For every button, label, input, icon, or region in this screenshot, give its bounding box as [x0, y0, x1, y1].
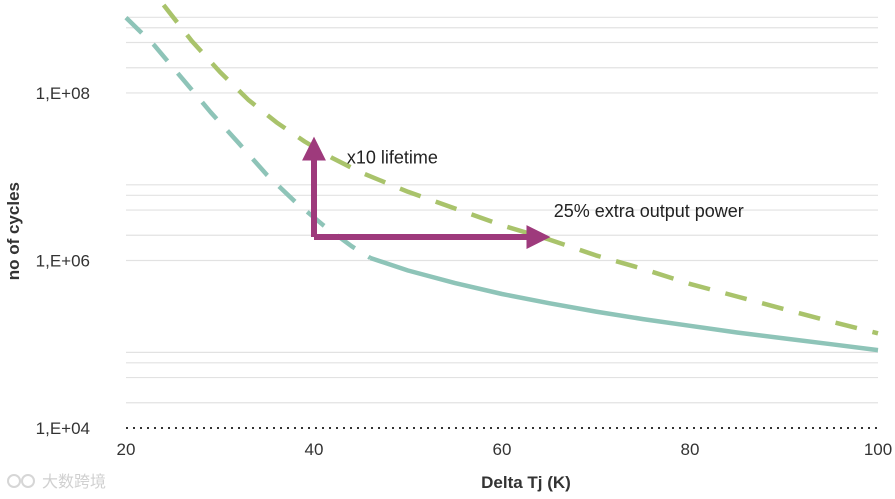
- y-axis: 1,E+04 1,E+06 1,E+08: [36, 84, 90, 438]
- series-teal-solid-line: [369, 255, 879, 353]
- x-tick-label: 20: [117, 440, 136, 459]
- gridlines: [126, 16, 878, 429]
- watermark-logo-icon: [7, 474, 21, 488]
- x-axis-title: Delta Tj (K): [481, 473, 571, 492]
- series-teal-dashed-line: [124, 15, 372, 260]
- series-layer: [124, 3, 879, 353]
- x-tick-label: 80: [681, 440, 700, 459]
- y-tick-label: 1,E+06: [36, 251, 90, 270]
- x-axis: 20 40 60 80 100: [117, 440, 893, 459]
- annotation-power-label: 25% extra output power: [554, 201, 744, 221]
- watermark-text: 大数跨境: [42, 472, 106, 491]
- watermark-logo-icon: [21, 474, 35, 488]
- annotation-lifetime-label: x10 lifetime: [347, 147, 438, 167]
- watermark: 大数跨境: [7, 472, 106, 491]
- x-tick-label: 40: [305, 440, 324, 459]
- annotations-layer: x10 lifetime 25% extra output power: [302, 136, 744, 250]
- x-tick-label: 100: [864, 440, 892, 459]
- series-green-dashed-line: [161, 3, 879, 336]
- y-tick-label: 1,E+04: [36, 419, 90, 438]
- y-tick-label: 1,E+08: [36, 84, 90, 103]
- x-tick-label: 60: [493, 440, 512, 459]
- y-axis-title: no of cycles: [4, 182, 23, 280]
